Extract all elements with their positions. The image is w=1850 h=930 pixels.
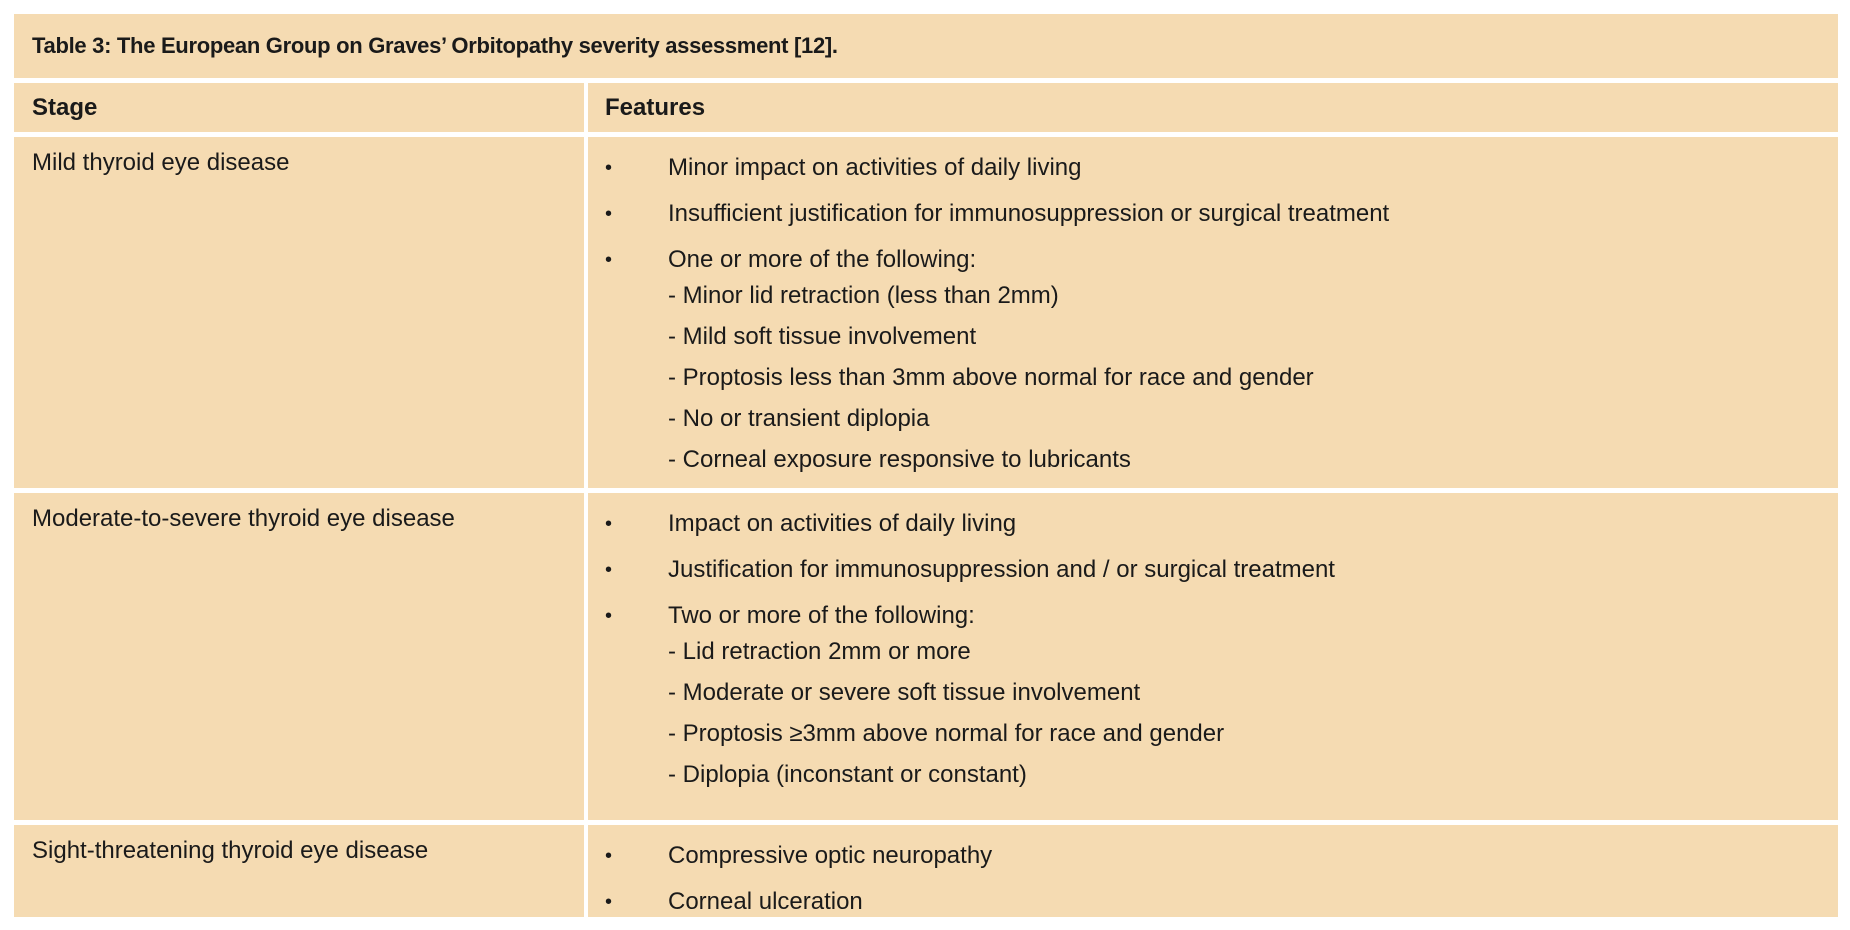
feature-bullet-item: • Impact on activities of daily living — [605, 501, 1838, 547]
table-title: Table 3: The European Group on Graves’ O… — [14, 14, 1838, 78]
feature-text: Corneal ulceration — [668, 888, 863, 915]
feature-text: Justification for immunosuppression and … — [668, 556, 1335, 583]
feature-bullet-item: • Insufficient justification for immunosu… — [605, 191, 1838, 237]
bullet-icon: • — [605, 156, 613, 179]
feature-bullet-item: • Minor impact on activities of daily liv… — [605, 145, 1838, 191]
stage-cell: Mild thyroid eye disease — [14, 137, 584, 488]
feature-text: Minor impact on activities of daily livi… — [668, 154, 1082, 181]
stage-cell: Moderate-to-severe thyroid eye disease — [14, 493, 584, 820]
bullet-icon: • — [605, 512, 613, 535]
header-stage: Stage — [14, 83, 584, 132]
feature-subitem: - Corneal exposure responsive to lubrica… — [668, 445, 1131, 473]
feature-subitem: - Minor lid retraction (less than 2mm) — [668, 281, 1059, 309]
bullet-icon: • — [605, 890, 613, 913]
feature-subitem: - Diplopia (inconstant or constant) — [668, 760, 1027, 788]
header-features: Features — [588, 83, 1838, 132]
bullet-icon: • — [605, 604, 613, 627]
feature-subitem: - Mild soft tissue involvement — [668, 322, 977, 350]
feature-bullet-item: • Corneal ulceration — [605, 879, 1838, 925]
feature-text: Insufficient justification for immunosup… — [668, 200, 1390, 227]
feature-subitem: - No or transient diplopia — [668, 404, 930, 432]
feature-bullet-item: • Compressive optic neuropathy — [605, 833, 1838, 879]
feature-subitem: - Proptosis ≥3mm above normal for race a… — [668, 719, 1225, 747]
feature-text: One or more of the following: — [668, 246, 977, 273]
feature-bullet-item: • Two or more of the following: — [605, 593, 1838, 639]
feature-text: Two or more of the following: — [668, 602, 975, 629]
feature-text: Compressive optic neuropathy — [668, 842, 993, 869]
features-cell: • Compressive optic neuropathy • Corneal ul… — [588, 825, 1838, 917]
bullet-icon: • — [605, 558, 613, 581]
stage-cell: Sight-threatening thyroid eye disease — [14, 825, 584, 917]
feature-subitem: - Proptosis less than 3mm above normal f… — [668, 363, 1314, 391]
feature-subitem: - Lid retraction 2mm or more — [668, 637, 971, 665]
feature-subitem: - Moderate or severe soft tissue involve… — [668, 678, 1141, 706]
features-cell: • Impact on activities of daily living • Ju… — [588, 493, 1838, 820]
bullet-icon: • — [605, 202, 613, 225]
features-cell: • Minor impact on activities of daily liv… — [588, 137, 1838, 488]
feature-text: Impact on activities of daily living — [668, 510, 1017, 537]
feature-bullet-item: • Justification for immunosuppression and… — [605, 547, 1838, 593]
bullet-icon: • — [605, 844, 613, 867]
bullet-icon: • — [605, 248, 613, 271]
feature-bullet-item: • One or more of the following: — [605, 237, 1838, 283]
